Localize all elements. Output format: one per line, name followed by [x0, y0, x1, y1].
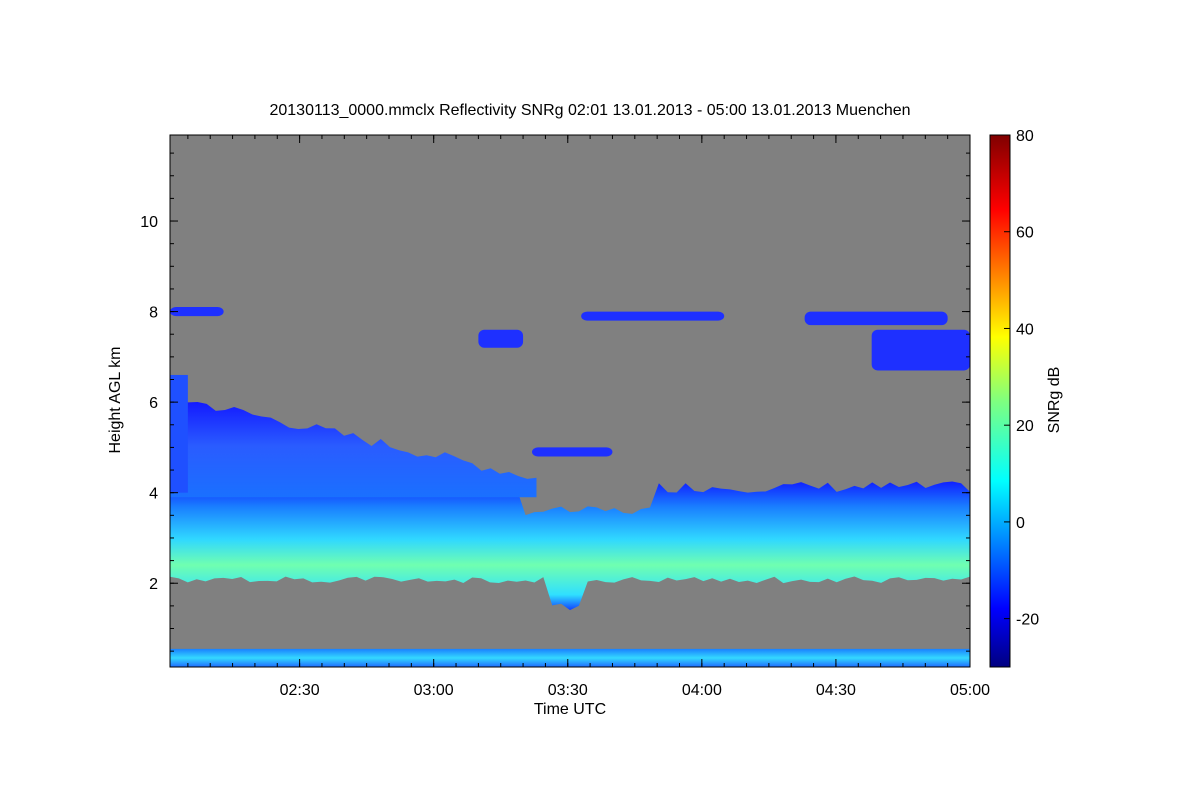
cirrus-patch	[478, 329, 524, 348]
colorbar-scale	[989, 134, 1011, 668]
x-tick-label: 03:00	[414, 682, 454, 699]
colorbar-tick-label: 20	[1016, 418, 1034, 435]
x-tick-label: 04:30	[816, 682, 856, 699]
cloud-layer-upper-edge	[170, 374, 188, 493]
colorbar-tick-label: 40	[1016, 321, 1034, 338]
x-tick-label: 05:00	[950, 682, 990, 699]
y-tick-label: 6	[149, 395, 158, 412]
colorbar-tick-label: 80	[1016, 128, 1034, 145]
plot-area: 02:30 03:00 03:30 04:00 04:30 05:00 2 4 6 8 10	[140, 134, 990, 699]
colorbar-tick-label: -20	[1016, 612, 1039, 629]
x-axis-label: Time UTC	[534, 701, 606, 718]
cirrus-patch	[170, 307, 224, 317]
cirrus-patch	[532, 447, 613, 457]
cirrus-patch	[804, 311, 948, 326]
colorbar-label: SNRg dB	[1046, 367, 1063, 434]
y-tick-label: 2	[149, 576, 158, 593]
chart-title: 20130113_0000.mmclx Reflectivity SNRg 02…	[269, 102, 910, 119]
colorbar: -20 0 20 40 60 80 SNRg dB	[989, 128, 1063, 668]
colorbar-tick-label: 0	[1016, 515, 1025, 532]
surface-clutter-band	[170, 648, 970, 667]
plot-frame	[169, 134, 971, 668]
cloud-layer-mid	[170, 481, 970, 611]
x-tick-label: 04:00	[682, 682, 722, 699]
colorbar-tick-label: 60	[1016, 225, 1034, 242]
x-tick-label: 03:30	[548, 682, 588, 699]
cloud-layer-upper	[170, 395, 537, 498]
x-tick-label: 02:30	[280, 682, 320, 699]
cirrus-patch	[581, 311, 725, 321]
y-axis-label: Height AGL km	[107, 346, 124, 453]
y-tick-label: 4	[149, 486, 158, 503]
cirrus-patch	[871, 329, 970, 371]
y-tick-label: 10	[140, 214, 158, 231]
y-tick-label: 8	[149, 305, 158, 322]
